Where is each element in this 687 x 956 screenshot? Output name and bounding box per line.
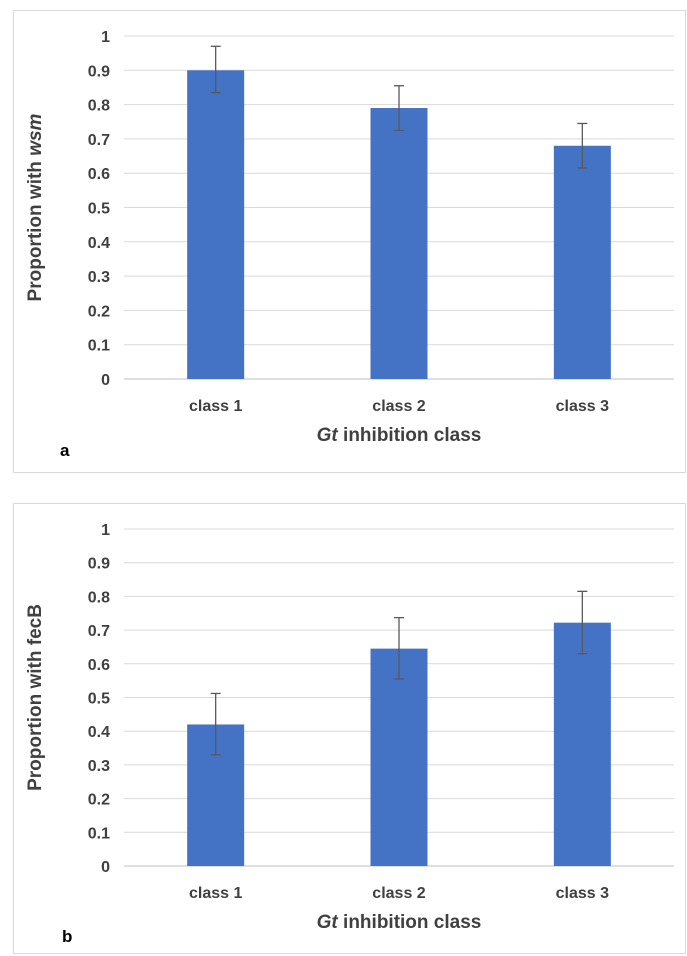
chart-b-x-tick-label: class 3 <box>556 885 609 902</box>
chart-a-error-bar <box>394 85 404 131</box>
chart-b-y-tick-label: 0.6 <box>88 657 110 674</box>
panel-label-a: a <box>60 441 70 460</box>
chart-a-y-tick-label: 0.9 <box>88 63 110 80</box>
chart-b-y-tick-label: 0.7 <box>88 623 110 640</box>
chart-b-y-axis-title: Proportion with fecB <box>25 604 46 791</box>
panel-label-b: b <box>62 927 73 946</box>
chart-a-error-bar <box>210 45 221 94</box>
chart-b-y-tick-label: 0.9 <box>88 556 110 573</box>
chart-a-y-tick-label: 0.7 <box>88 132 110 149</box>
chart-b-y-tick-label: 0 <box>101 859 110 876</box>
chart-a-y-tick-label: 0.3 <box>88 269 110 286</box>
chart-b-y-tick-label: 1 <box>101 522 110 539</box>
chart-b-y-tick-label: 0.5 <box>88 691 110 708</box>
chart-a-x-axis-title: Gt inhibition class <box>317 425 482 446</box>
chart-a-y-tick-label: 1 <box>101 29 110 46</box>
chart-b-y-tick-label: 0.1 <box>88 825 110 842</box>
chart-b-y-tick-label: 0.8 <box>88 589 110 606</box>
chart-b-bar <box>553 622 611 866</box>
chart-b-error-bar <box>394 616 404 680</box>
chart-b-bar <box>370 648 428 866</box>
chart-a-y-tick-label: 0.2 <box>88 303 110 320</box>
chart-a-y-axis-title: Proportion with wsm <box>25 113 46 301</box>
chart-panel-b: 0 0.1 0.2 0.3 0.4 0.5 0.6 0.7 0.8 0.9 1 class 1 clas… <box>13 503 686 954</box>
chart-b: 0 0.1 0.2 0.3 0.4 0.5 0.6 0.7 0.8 0.9 1 class 1 clas… <box>25 522 674 933</box>
chart-b-error-bar <box>210 692 221 756</box>
chart-a-x-tick-label: class 2 <box>372 398 425 415</box>
chart-a-bar <box>553 145 611 379</box>
chart-b-x-axis-title: Gt inhibition class <box>317 912 482 933</box>
chart-b-y-tick-label: 0.2 <box>88 792 110 809</box>
chart-a-bar <box>370 108 428 379</box>
chart-a: 0 0.1 0.2 0.3 0.4 0.5 0.6 0.7 0.8 0.9 1 class 1 clas… <box>25 29 674 446</box>
chart-a-error-bar <box>577 122 588 169</box>
chart-a-y-tick-label: 0.6 <box>88 166 110 183</box>
chart-b-y-tick-label: 0.3 <box>88 758 110 775</box>
chart-a-y-tick-label: 0 <box>101 372 110 389</box>
chart-b-x-tick-label: class 1 <box>189 885 242 902</box>
chart-a-x-tick-label: class 1 <box>189 398 242 415</box>
chart-a-y-tick-label: 0.5 <box>88 201 110 218</box>
chart-a-bar <box>187 70 245 380</box>
chart-a-x-tick-label: class 3 <box>556 398 609 415</box>
chart-panel-a: 0 0.1 0.2 0.3 0.4 0.5 0.6 0.7 0.8 0.9 1 class 1 clas… <box>13 10 686 473</box>
chart-a-y-tick-label: 0.8 <box>88 98 110 115</box>
chart-b-error-bar <box>577 590 588 655</box>
chart-b-x-tick-label: class 2 <box>372 885 425 902</box>
chart-b-y-tick-label: 0.4 <box>88 724 110 741</box>
chart-a-y-tick-label: 0.4 <box>88 235 110 252</box>
chart-a-y-tick-label: 0.1 <box>88 338 110 355</box>
